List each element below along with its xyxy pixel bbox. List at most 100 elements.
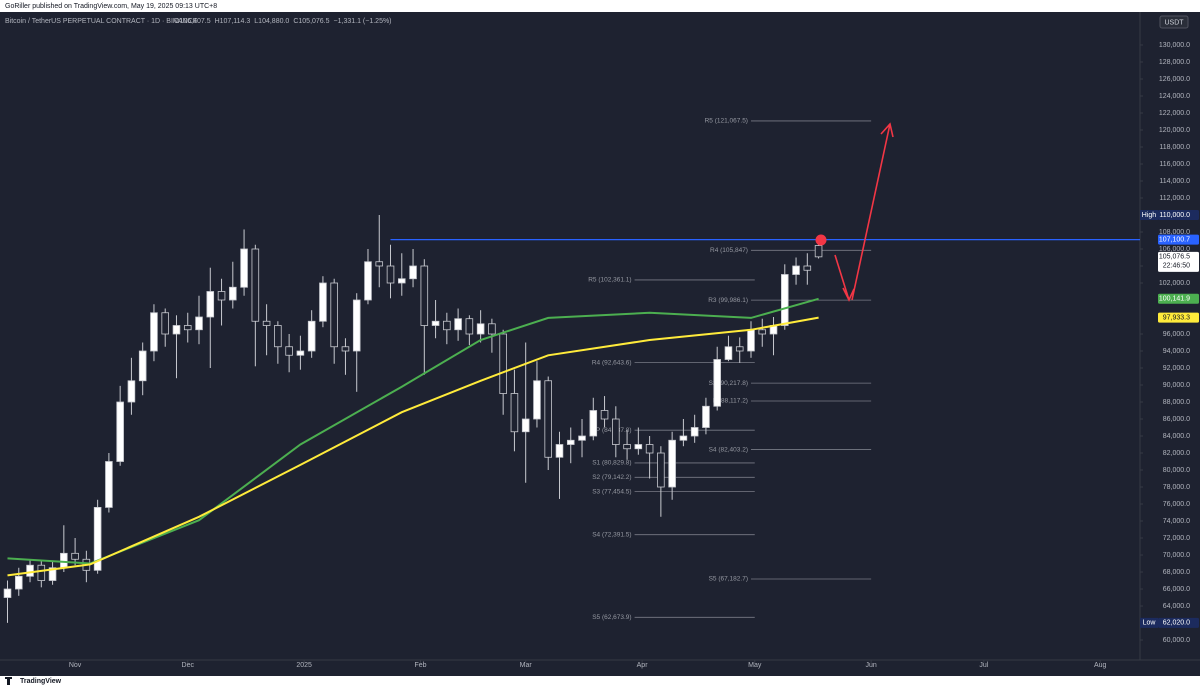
price-tag-name: High (1142, 212, 1157, 219)
pivot-label: S4 (72,391.5) (592, 531, 631, 538)
pivot-label: R5 (102,361.1) (588, 277, 631, 284)
x-tick-label: 2025 (296, 662, 312, 669)
publisher: GoRiller published on TradingView.com, M… (5, 3, 217, 10)
y-tick-label: 128,000.0 (1159, 59, 1190, 66)
average-line (7, 297, 819, 565)
candle-body (566, 439, 575, 445)
marker-dot (815, 234, 827, 246)
y-tick-label: 88,000.0 (1163, 399, 1190, 406)
candle-body (26, 564, 34, 577)
candle-body (195, 316, 203, 331)
candle-body (578, 435, 586, 441)
arrow-down (834, 254, 855, 302)
candle-body (352, 299, 361, 352)
candle-body (386, 265, 395, 284)
y-tick-label: 120,000.0 (1159, 127, 1190, 134)
candle-body (747, 329, 755, 352)
y-tick-label: 66,000.0 (1163, 586, 1190, 593)
quote-value: C105,076.5 (293, 18, 329, 25)
pivot-label: S4 (82,403.2) (709, 446, 748, 453)
price-tag-label: 105,076.5 (1159, 254, 1190, 261)
forecast-arrows (834, 122, 894, 302)
candle-body (420, 265, 429, 326)
candle-body (60, 552, 68, 569)
pivot-label: R4 (92,643.6) (592, 359, 632, 366)
price-tag-name: Low (1143, 620, 1157, 627)
x-tick-label: Apr (637, 662, 649, 669)
pivot-label: S5 (62,673.9) (592, 614, 631, 621)
y-tick-label: 102,000.0 (1159, 280, 1190, 287)
y-tick-label: 118,000.0 (1159, 144, 1190, 151)
candle-body (3, 588, 12, 598)
y-tick-label: 64,000.0 (1163, 603, 1190, 610)
candle-body (814, 245, 823, 258)
quote-value: L104,880.0 (254, 18, 289, 25)
candle-body (555, 444, 564, 458)
quote-value: −1,331.1 (−1.25%) (334, 18, 392, 25)
candle-body (183, 325, 192, 331)
price-tag-name-box (1140, 209, 1158, 220)
price-tag-label: 62,020.0 (1163, 620, 1190, 627)
pivot-label: S5 (67,182.7) (709, 576, 748, 583)
candle-body (645, 444, 654, 454)
candle-body (397, 278, 406, 284)
plot-layer: R5 (102,361.1)R4 (92,643.6)P (84,687.8)S… (3, 118, 1140, 623)
price-tag-label: 97,933.3 (1163, 314, 1190, 321)
y-tick-label: 116,000.0 (1159, 161, 1190, 168)
candle-body (14, 575, 23, 590)
pivot-label: P (88,117.2) (713, 398, 748, 405)
y-tick-label: 122,000.0 (1159, 110, 1190, 117)
candle-body (600, 410, 609, 420)
price-tag-label: 100,141.9 (1159, 296, 1190, 303)
y-tick-label: 78,000.0 (1163, 484, 1190, 491)
candle-body (116, 401, 124, 462)
pivot-label: S1 (80,829.8) (592, 460, 631, 467)
candle-body (251, 248, 260, 322)
candle-body (735, 346, 744, 352)
candle-body (364, 261, 372, 301)
pivot-label: R3 (99,986.1) (708, 297, 748, 304)
candle-body (510, 393, 519, 433)
candle-body (499, 333, 507, 394)
candle-body (93, 507, 102, 571)
footer-brand: TradingView (20, 678, 62, 685)
brand-logo (5, 677, 12, 685)
x-tick-label: Nov (69, 662, 82, 669)
candle-body (307, 320, 316, 352)
x-tick-label: Dec (182, 662, 195, 669)
candle-body (623, 444, 631, 450)
candle-body (240, 248, 248, 288)
price-tag (1158, 234, 1199, 245)
candle-body (229, 286, 237, 301)
currency-box (1159, 15, 1189, 29)
candle-body (285, 346, 293, 356)
candle-body (341, 346, 350, 352)
y-tick-label: 90,000.0 (1163, 382, 1190, 389)
candle-body (634, 444, 643, 450)
candle-body (724, 346, 733, 360)
candle-body (138, 350, 147, 382)
candle-body (37, 564, 46, 581)
y-tick-label: 94,000.0 (1163, 348, 1190, 355)
y-tick-label: 76,000.0 (1163, 501, 1190, 508)
candle-body (803, 265, 812, 271)
candle-body (690, 427, 699, 437)
price-tag (1158, 209, 1199, 220)
x-tick-label: Feb (415, 662, 427, 669)
pivot-label: S2 (79,142.2) (592, 474, 631, 481)
y-tick-label: 112,000.0 (1159, 195, 1190, 202)
candle-body (476, 323, 485, 335)
candle-body (71, 552, 79, 560)
candle-body (521, 418, 530, 433)
candle-body (409, 265, 417, 280)
candle-body (702, 405, 710, 428)
candle-body (792, 265, 800, 275)
candle-body (48, 567, 57, 581)
candle-body (758, 329, 767, 335)
x-tick-label: Jun (865, 662, 876, 669)
x-tick-label: Aug (1094, 662, 1107, 669)
y-tick-label: 130,000.0 (1159, 42, 1190, 49)
symbol: Bitcoin / TetherUS PERPETUAL CONTRACT · … (5, 18, 198, 25)
y-tick-label: 126,000.0 (1159, 76, 1190, 83)
